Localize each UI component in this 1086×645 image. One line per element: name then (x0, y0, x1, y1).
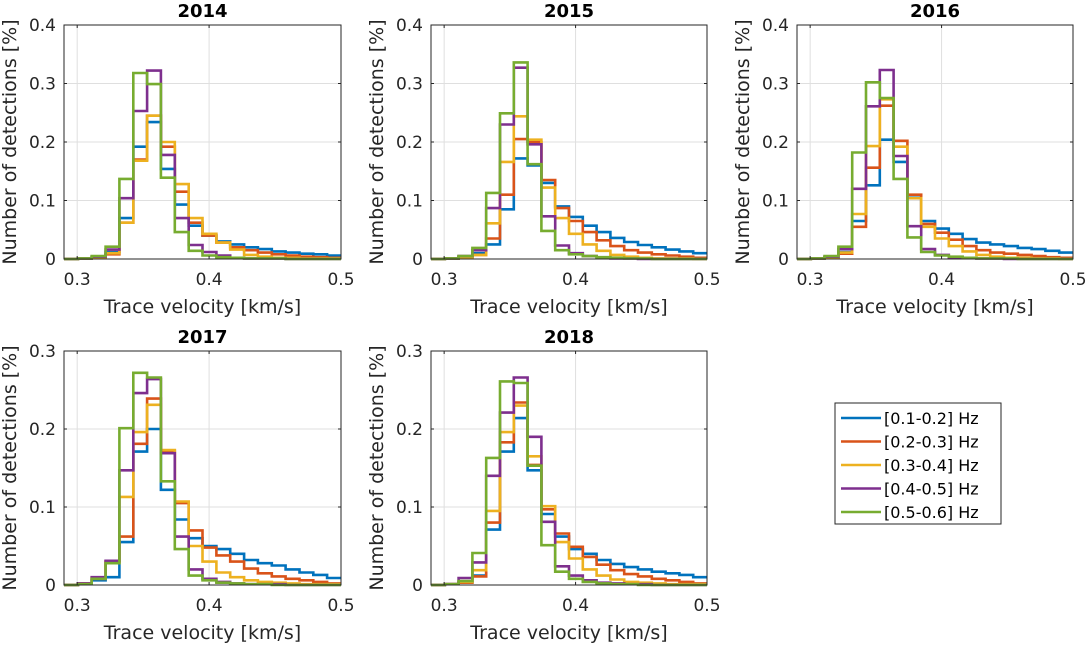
y-axis-label: Number of detections [%] (732, 19, 754, 264)
y-axis-label: Number of detections [%] (0, 345, 21, 590)
axes-box (430, 350, 708, 586)
y-tick-label: 0 (412, 250, 423, 270)
x-tick-label: 0.4 (928, 270, 955, 290)
series-line (797, 138, 1073, 261)
x-tick-label: 0.3 (64, 270, 91, 290)
y-tick-label: 0.1 (29, 498, 56, 518)
x-axis-label: Trace velocity [km/s] (469, 296, 667, 318)
x-tick-label: 0.4 (562, 596, 589, 616)
x-tick-label: 0.5 (327, 270, 354, 290)
legend-label: [0.3-0.4] Hz (884, 456, 979, 475)
series-line (64, 71, 341, 261)
y-axis-label: Number of detections [%] (366, 345, 388, 590)
x-axis-label: Trace velocity [km/s] (103, 296, 301, 318)
x-tick-label: 0.3 (797, 270, 824, 290)
x-axis-label: Trace velocity [km/s] (835, 296, 1033, 318)
y-tick-label: 0.4 (762, 16, 789, 36)
series-line (431, 380, 707, 587)
x-tick-label: 0.5 (1059, 270, 1086, 290)
series-line (64, 114, 341, 261)
panel-title: 2015 (544, 1, 594, 22)
series-line (64, 403, 341, 587)
series-line (431, 61, 707, 261)
y-tick-label: 0.2 (29, 420, 56, 440)
x-tick-label: 0.4 (562, 270, 589, 290)
y-tick-label: 0.1 (29, 192, 56, 212)
legend-box (834, 402, 1002, 525)
y-tick-label: 0.2 (762, 133, 789, 153)
series-line (431, 401, 707, 587)
y-tick-label: 0.3 (396, 342, 423, 362)
legend-label: [0.5-0.6] Hz (884, 503, 979, 522)
y-axis-label: Number of detections [%] (0, 19, 21, 264)
panel-2017: 0.3 0.4 0.5 0 0.1 0.2 0.3 2017 Trace velocity [k… (0, 327, 355, 644)
panel-title: 2017 (177, 327, 227, 348)
y-tick-label: 0.4 (29, 16, 56, 36)
series-line (431, 115, 707, 261)
x-axis-label: Trace velocity [km/s] (469, 622, 667, 644)
y-axis-label: Number of detections [%] (366, 19, 388, 264)
y-tick-label: 0 (778, 250, 789, 270)
y-tick-label: 0.4 (396, 16, 423, 36)
y-tick-label: 0.3 (396, 75, 423, 95)
x-tick-label: 0.3 (64, 596, 91, 616)
panel-2016: 0.3 0.4 0.5 0 0.1 0.2 0.3 0.4 2016 Trace velocity… (732, 1, 1086, 318)
x-tick-label: 0.5 (693, 596, 720, 616)
y-tick-label: 0 (45, 250, 56, 270)
x-tick-label: 0.5 (693, 270, 720, 290)
series-line (64, 114, 341, 261)
panel-2018: 0.3 0.4 0.5 0 0.1 0.2 0.3 2018 Trace velocity [k… (366, 327, 721, 644)
series-line (431, 404, 707, 587)
y-tick-label: 0.2 (396, 133, 423, 153)
x-tick-label: 0.3 (431, 270, 458, 290)
y-tick-label: 0.1 (396, 192, 423, 212)
panel-title: 2016 (910, 1, 960, 22)
y-tick-label: 0 (412, 576, 423, 596)
series-line (797, 98, 1073, 261)
y-tick-label: 0.1 (762, 192, 789, 212)
y-tick-label: 0.1 (396, 498, 423, 518)
x-tick-label: 0.4 (196, 596, 223, 616)
x-tick-label: 0.4 (196, 270, 223, 290)
panel-title: 2018 (544, 327, 594, 348)
y-tick-label: 0.2 (396, 420, 423, 440)
y-tick-label: 0.3 (29, 342, 56, 362)
axes-box (63, 350, 342, 586)
y-tick-label: 0 (45, 576, 56, 596)
y-tick-label: 0.2 (29, 133, 56, 153)
x-tick-label: 0.5 (327, 596, 354, 616)
x-axis-label: Trace velocity [km/s] (103, 622, 301, 644)
x-tick-label: 0.3 (431, 596, 458, 616)
legend-label: [0.1-0.2] Hz (884, 409, 979, 428)
panel-2014: 0.3 0.4 0.5 0 0.1 0.2 0.3 0.4 2014 Trace velocity… (0, 1, 355, 318)
series-line (64, 371, 341, 587)
panel-title: 2014 (177, 1, 227, 22)
series-line (431, 137, 707, 261)
legend-label: [0.4-0.5] Hz (884, 480, 979, 499)
y-tick-label: 0.3 (29, 75, 56, 95)
legend: [0.1-0.2] Hz [0.2-0.3] Hz [0.3-0.4] Hz [0.4… (834, 402, 1002, 525)
panel-2015: 0.3 0.4 0.5 0 0.1 0.2 0.3 0.4 2015 Trace velocity… (366, 1, 721, 318)
series-line (797, 81, 1073, 261)
legend-label: [0.2-0.3] Hz (884, 433, 979, 452)
y-tick-label: 0.3 (762, 75, 789, 95)
series-line (64, 120, 341, 261)
